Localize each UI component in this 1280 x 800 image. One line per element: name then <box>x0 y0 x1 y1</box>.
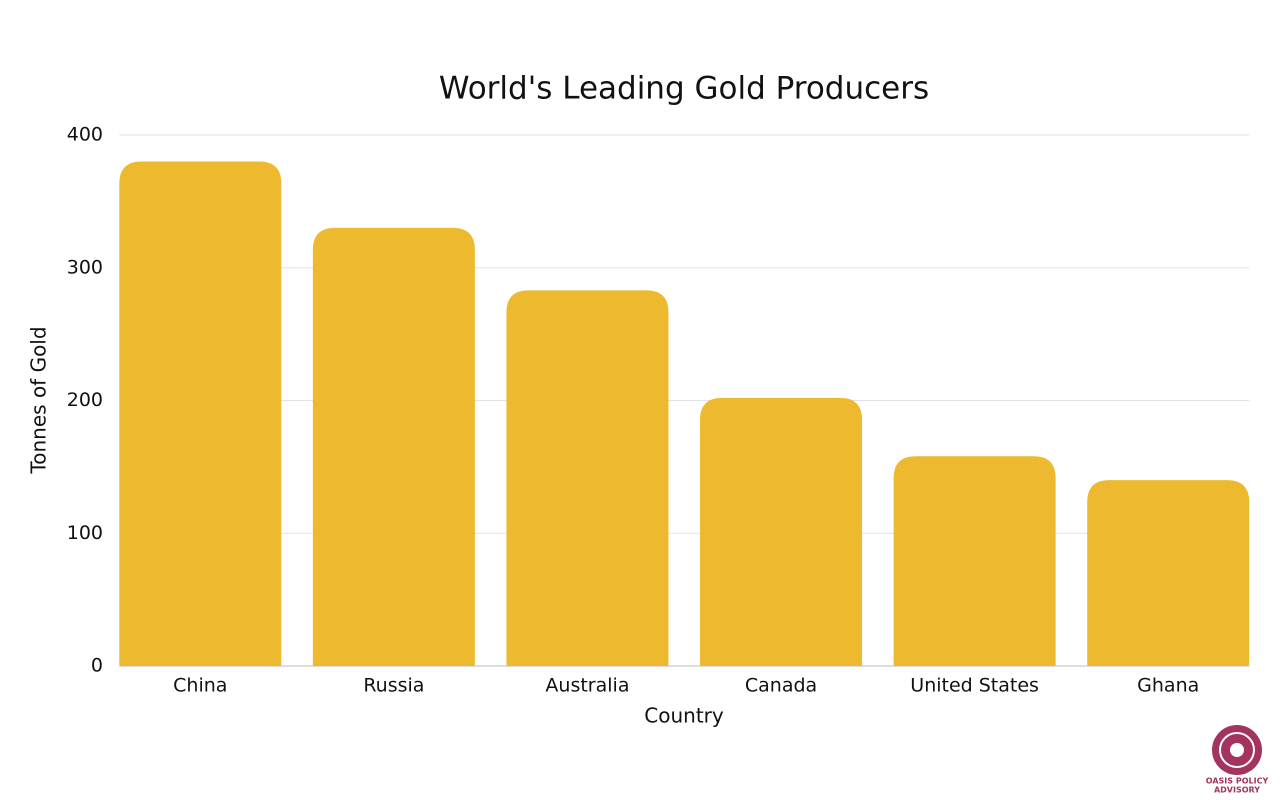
logo-dot <box>1230 743 1244 757</box>
x-tick-label: China <box>173 675 227 697</box>
x-axis-label: Country <box>644 704 724 728</box>
bar <box>506 290 669 666</box>
bar <box>119 161 282 667</box>
y-tick-label: 400 <box>67 124 103 146</box>
y-tick-label: 300 <box>67 256 103 278</box>
x-tick-label: Ghana <box>1137 675 1199 697</box>
y-tick-label: 200 <box>67 389 103 411</box>
bar <box>312 227 475 667</box>
logo: OASIS POLICY ADVISORY <box>1206 725 1269 795</box>
logo-text: ADVISORY <box>1214 786 1260 795</box>
x-tick-label: United States <box>910 675 1039 697</box>
y-tick-label: 100 <box>67 522 103 544</box>
logo-text: OASIS POLICY <box>1206 777 1269 786</box>
x-tick-label: Australia <box>545 675 629 697</box>
logo-ring <box>1219 732 1255 768</box>
bar <box>1087 480 1250 666</box>
x-tick-label: Russia <box>363 675 424 697</box>
chart-title: World's Leading Gold Producers <box>439 71 929 107</box>
y-axis-label: Tonnes of Gold <box>27 326 51 474</box>
x-tick-label: Canada <box>745 675 817 697</box>
bar <box>893 456 1056 666</box>
bar <box>700 397 863 666</box>
y-tick-label: 0 <box>91 655 103 677</box>
